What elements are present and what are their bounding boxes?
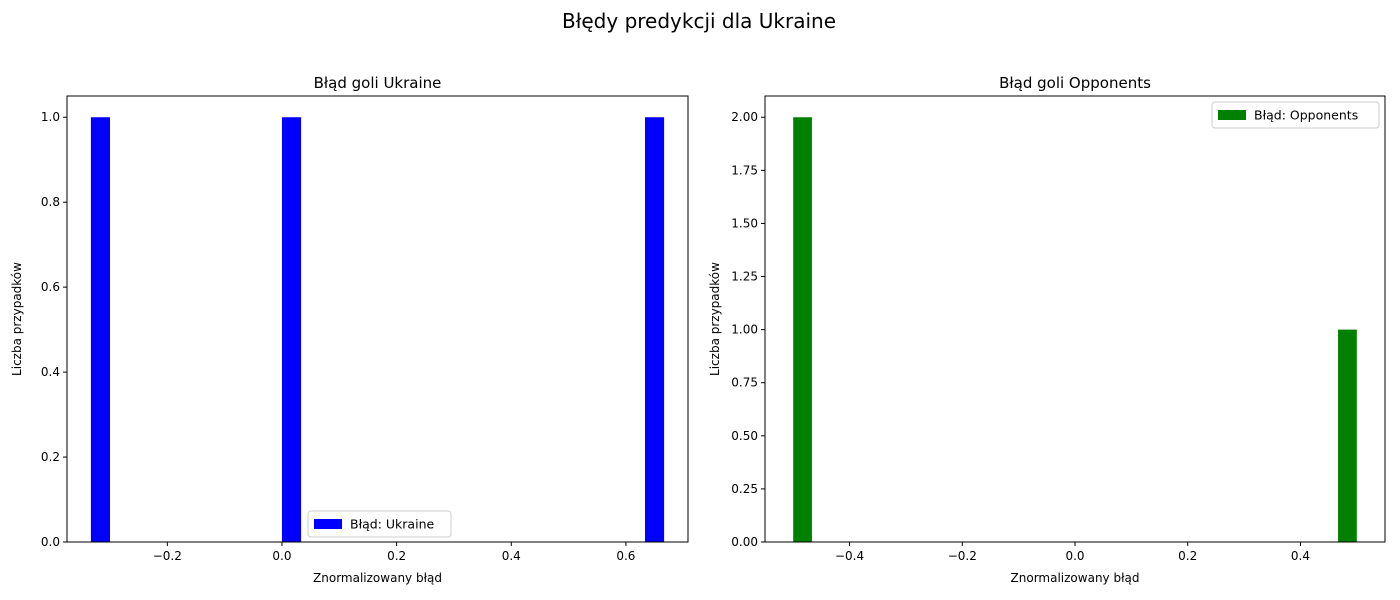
x-tick-label: 0.2	[1178, 549, 1197, 563]
legend-box	[307, 510, 452, 538]
y-tick-label: 0.0	[41, 535, 60, 549]
y-tick-label: 0.2	[41, 450, 60, 464]
histogram-bar	[645, 117, 665, 542]
subplot-title: Błąd goli Ukraine	[314, 74, 442, 92]
legend-box	[1211, 101, 1380, 129]
y-tick-label: 0.75	[731, 376, 758, 390]
x-tick-label: −0.4	[835, 549, 864, 563]
histogram-bar	[1338, 329, 1357, 542]
subplot-ukraine: −0.2 0.0 0.2 0.4 0.6 0.0 0.2 0.4 0.6 0.8 1.0 Błąd g…	[10, 74, 689, 585]
axes-frame	[764, 95, 1386, 543]
y-tick-label: 2.00	[731, 110, 758, 124]
axes-frame	[66, 95, 689, 543]
x-tick-label: 0.0	[272, 549, 291, 563]
y-tick-label: 1.0	[41, 110, 60, 124]
histogram-bar	[281, 117, 302, 542]
y-tick-label: 0.50	[731, 429, 758, 443]
y-axis-label: Liczba przypadków	[708, 262, 722, 376]
legend: Błąd: Opponents	[1211, 101, 1380, 129]
subplot-title: Błąd goli Opponents	[999, 74, 1151, 92]
x-tick-label: 0.4	[1291, 549, 1310, 563]
y-tick-label: 1.75	[731, 163, 758, 177]
y-axis-label: Liczba przypadków	[10, 262, 24, 376]
y-tick-label: 0.00	[731, 535, 758, 549]
y-tick-label: 1.00	[731, 323, 758, 337]
legend: Błąd: Ukraine	[307, 510, 452, 538]
y-tick-label: 0.25	[731, 482, 758, 496]
histogram-bar	[90, 117, 110, 542]
y-tick-label: 0.4	[41, 365, 60, 379]
legend-label: Błąd: Ukraine	[350, 517, 434, 532]
x-tick-label: 0.2	[387, 549, 406, 563]
x-tick-label: −0.2	[153, 549, 182, 563]
x-axis-label: Znormalizowany błąd	[1011, 571, 1140, 585]
y-tick-label: 0.6	[41, 280, 60, 294]
x-tick-label: −0.2	[948, 549, 977, 563]
figure-suptitle: Błędy predykcji dla Ukraine	[562, 9, 836, 33]
x-tick-label: 0.4	[502, 549, 521, 563]
y-tick-label: 1.50	[731, 216, 758, 230]
legend-label: Błąd: Opponents	[1254, 108, 1358, 123]
subplot-opponents: −0.4 −0.2 0.0 0.2 0.4 0.00 0.25 0.50 0.75 1.00 1.2…	[708, 74, 1386, 585]
histogram-bar	[793, 117, 812, 542]
x-tick-label: 0.0	[1065, 549, 1084, 563]
x-tick-label: 0.6	[616, 549, 635, 563]
legend-swatch	[1218, 110, 1246, 120]
legend-swatch	[314, 519, 342, 529]
y-tick-label: 1.25	[731, 270, 758, 284]
x-axis-label: Znormalizowany błąd	[313, 571, 442, 585]
y-tick-label: 0.8	[41, 195, 60, 209]
